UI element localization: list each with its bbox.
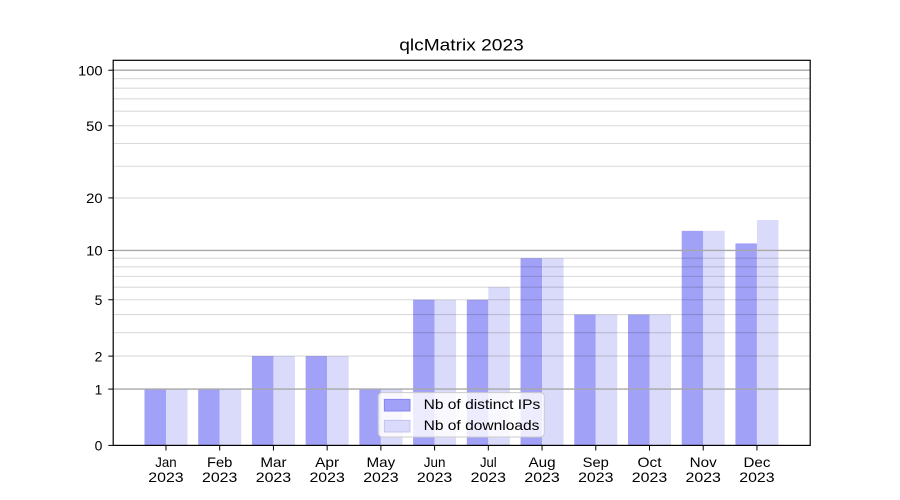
svg-text:2023: 2023: [471, 469, 507, 485]
svg-text:Nov: Nov: [690, 454, 717, 470]
svg-text:0: 0: [95, 438, 103, 454]
svg-text:Oct: Oct: [637, 454, 661, 470]
svg-text:Jun: Jun: [424, 454, 446, 470]
svg-text:Feb: Feb: [207, 454, 233, 470]
svg-text:20: 20: [86, 190, 103, 206]
svg-text:100: 100: [78, 63, 103, 79]
svg-text:2023: 2023: [739, 469, 775, 485]
svg-text:2023: 2023: [309, 469, 345, 485]
svg-text:2023: 2023: [148, 469, 184, 485]
svg-text:2023: 2023: [363, 469, 399, 485]
svg-text:Apr: Apr: [315, 454, 339, 470]
svg-text:Dec: Dec: [744, 454, 771, 470]
svg-text:Mar: Mar: [260, 454, 287, 470]
svg-text:2023: 2023: [632, 469, 668, 485]
svg-text:Sep: Sep: [583, 454, 609, 470]
svg-text:Jul: Jul: [480, 454, 497, 470]
svg-text:2023: 2023: [524, 469, 560, 485]
svg-text:1: 1: [95, 381, 103, 397]
svg-text:Nb of downloads: Nb of downloads: [424, 417, 540, 433]
svg-text:2023: 2023: [686, 469, 722, 485]
svg-text:Jan: Jan: [155, 454, 176, 470]
svg-text:50: 50: [86, 118, 103, 134]
svg-text:May: May: [367, 454, 396, 470]
svg-text:2023: 2023: [578, 469, 614, 485]
svg-text:2023: 2023: [202, 469, 238, 485]
svg-text:2023: 2023: [417, 469, 453, 485]
svg-text:10: 10: [86, 243, 103, 259]
svg-text:Nb of distinct IPs: Nb of distinct IPs: [424, 396, 541, 412]
svg-text:2: 2: [95, 348, 103, 364]
svg-text:5: 5: [95, 292, 103, 308]
svg-text:qlcMatrix 2023: qlcMatrix 2023: [399, 36, 524, 55]
svg-text:2023: 2023: [256, 469, 292, 485]
svg-text:Aug: Aug: [528, 454, 555, 470]
